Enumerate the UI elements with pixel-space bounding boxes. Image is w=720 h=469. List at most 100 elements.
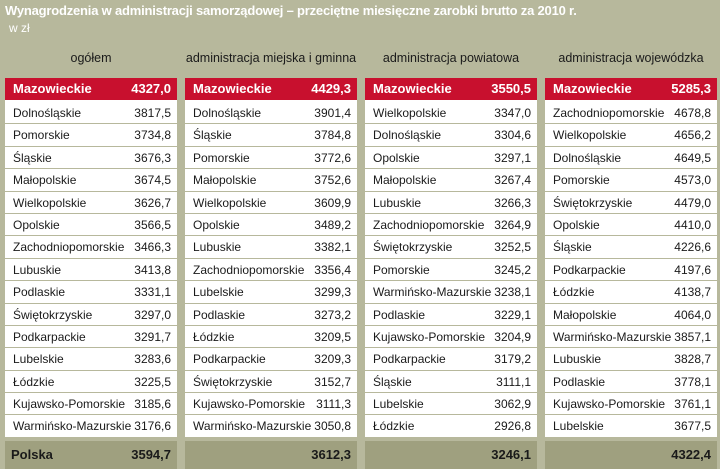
salary-value: 4656,2 (674, 128, 711, 143)
region-name: Mazowieckie (193, 81, 272, 96)
region-name: Małopolskie (373, 173, 437, 188)
table-row: Lubuskie 3266,3 (365, 191, 537, 214)
total-row: 4322,4 (545, 441, 717, 469)
salary-value: 3609,9 (314, 195, 351, 210)
salary-value: 3238,1 (494, 285, 531, 300)
salary-value: 3283,6 (134, 352, 171, 367)
salary-value: 3778,1 (674, 374, 711, 389)
salary-value: 3111,1 (496, 374, 531, 389)
salary-value: 3674,5 (134, 173, 171, 188)
table-row: Świętokrzyskie 3252,5 (365, 236, 537, 259)
region-name: Łódzkie (193, 329, 235, 344)
table-row: Wielkopolskie 3347,0 (365, 102, 537, 125)
total-row: Polska 3594,7 (5, 441, 177, 469)
region-name: Lubuskie (193, 240, 242, 255)
salary-value: 3901,4 (314, 106, 351, 120)
salary-value: 3566,5 (134, 217, 171, 232)
total-value: 3246,1 (491, 447, 531, 462)
table-row: Dolnośląskie 4649,5 (545, 146, 717, 170)
total-row: 3246,1 (365, 441, 537, 469)
region-name: Małopolskie (553, 307, 617, 322)
salary-value: 3204,9 (494, 329, 531, 344)
table-row: Podlaskie 3273,2 (185, 303, 357, 326)
region-name: Pomorskie (373, 262, 430, 277)
table-row-leader: Mazowieckie 4327,0 (5, 78, 177, 102)
salary-value: 4226,6 (674, 240, 711, 255)
salary-value: 3111,3 (316, 397, 351, 412)
salary-value: 3734,8 (134, 128, 171, 143)
table-row: Lubelskie 3283,6 (5, 348, 177, 371)
table-row: Opolskie 3297,1 (365, 146, 537, 170)
table-row: Podkarpackie 3209,3 (185, 348, 357, 371)
salary-value: 3267,4 (494, 173, 531, 188)
region-name: Zachodniopomorskie (553, 106, 665, 120)
figure-unit: w zł (9, 21, 30, 35)
region-name: Opolskie (13, 217, 60, 232)
salary-value: 4138,7 (674, 285, 711, 300)
salary-value: 3266,3 (494, 195, 531, 210)
salary-value: 3817,5 (134, 106, 171, 120)
region-name: Wielkopolskie (373, 106, 447, 120)
table-row: Pomorskie 3245,2 (365, 258, 537, 282)
region-name: Kujawsko-Pomorskie (13, 397, 126, 412)
region-name: Warmińsko-Mazurskie (13, 419, 132, 434)
region-name: Dolnośląskie (13, 106, 82, 120)
table-row: Podlaskie 3331,1 (5, 281, 177, 304)
table-row: Śląskie 4226,6 (545, 236, 717, 259)
region-name: Podlaskie (553, 374, 606, 389)
region-name: Pomorskie (193, 150, 250, 165)
table-row: Warmińsko-Mazurskie 3050,8 (185, 415, 357, 438)
salary-value: 3347,0 (494, 106, 531, 120)
table-row-leader: Mazowieckie 5285,3 (545, 78, 717, 102)
region-name: Lubelskie (373, 397, 424, 412)
table-row: Lubelskie 3677,5 (545, 415, 717, 438)
table-row: Lubelskie 3062,9 (365, 393, 537, 416)
table-row: Lubuskie 3413,8 (5, 258, 177, 282)
table-row: Łódzkie 2926,8 (365, 415, 537, 438)
table-row: Kujawsko-Pomorskie 3204,9 (365, 325, 537, 349)
salary-value: 3466,3 (134, 240, 171, 255)
salary-value: 3331,1 (134, 285, 171, 300)
region-name: Mazowieckie (13, 81, 92, 96)
column-header: administracja miejska i gminna (185, 51, 357, 65)
table-column: administracja miejska i gminna Mazowiecki… (185, 38, 357, 438)
salary-value: 3297,1 (494, 150, 531, 165)
table-row: Warmińsko-Mazurskie 3176,6 (5, 415, 177, 438)
salary-value: 3297,0 (134, 307, 171, 322)
table-row: Kujawsko-Pomorskie 3185,6 (5, 393, 177, 416)
region-name: Świętokrzyskie (373, 240, 453, 255)
salary-value: 3413,8 (134, 262, 171, 277)
region-name: Zachodniopomorskie (13, 240, 125, 255)
region-name: Pomorskie (553, 173, 610, 188)
region-name: Łódzkie (373, 419, 415, 434)
salary-value: 4064,0 (674, 307, 711, 322)
region-name: Podkarpackie (373, 352, 446, 367)
table-row: Podkarpackie 3179,2 (365, 348, 537, 371)
region-name: Śląskie (193, 128, 232, 143)
region-name: Łódzkie (553, 285, 595, 300)
region-name: Opolskie (193, 217, 240, 232)
salary-value: 3304,6 (494, 128, 531, 143)
salary-value: 3550,5 (491, 81, 531, 96)
salary-value: 3062,9 (494, 397, 531, 412)
table-row: Kujawsko-Pomorskie 3761,1 (545, 393, 717, 416)
salary-value: 3382,1 (314, 240, 351, 255)
region-name: Lubelskie (13, 352, 64, 367)
region-name: Zachodniopomorskie (373, 217, 485, 232)
table-row: Dolnośląskie 3304,6 (365, 124, 537, 147)
region-name: Małopolskie (193, 173, 257, 188)
table-row: Opolskie 3489,2 (185, 213, 357, 237)
table-row: Małopolskie 3752,6 (185, 169, 357, 192)
table-row: Lubelskie 3299,3 (185, 281, 357, 304)
salary-value: 4410,0 (674, 217, 711, 232)
region-name: Świętokrzyskie (13, 307, 93, 322)
salary-value: 3252,5 (494, 240, 531, 255)
region-name: Śląskie (373, 374, 412, 389)
total-value: 3612,3 (311, 447, 351, 462)
salary-value: 3291,7 (134, 329, 171, 344)
salary-value: 3828,7 (674, 352, 711, 367)
table-row-leader: Mazowieckie 4429,3 (185, 78, 357, 102)
salary-value: 3209,3 (314, 352, 351, 367)
salary-value: 3489,2 (314, 217, 351, 232)
